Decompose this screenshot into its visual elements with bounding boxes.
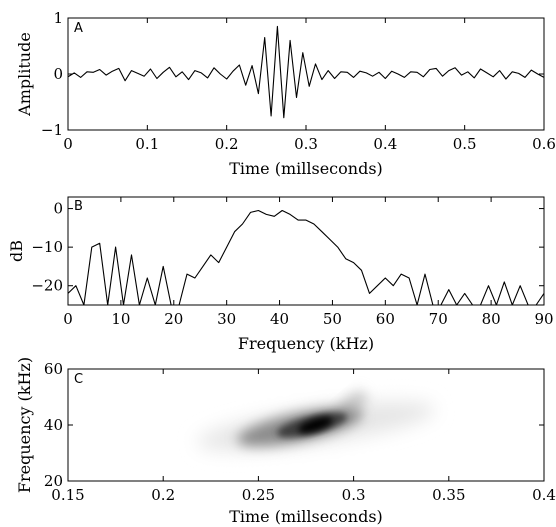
panel-b-ytick-label: 0 xyxy=(53,200,63,218)
panel-b-xtick-label: 70 xyxy=(429,310,448,328)
panel-a-xtick-label: 0.1 xyxy=(135,135,159,153)
panel-a: 0 0.1 0.2 0.3 0.4 0.5 0.6−101 A Time (millseco… xyxy=(15,9,556,178)
panel-b-xlabel: Frequency (kHz) xyxy=(238,334,374,353)
panel-a-ticks: 0 0.1 0.2 0.3 0.4 0.5 0.6−101 xyxy=(41,9,556,153)
panel-b-ytick-label: −20 xyxy=(31,277,63,295)
panel-a-ytick-label: −1 xyxy=(41,121,63,139)
panel-a-ytick-label: 0 xyxy=(53,65,63,83)
panel-c-xlabel: Time (millseconds) xyxy=(229,507,383,526)
panel-a-line xyxy=(68,25,544,119)
panel-b-xtick-label: 50 xyxy=(323,310,342,328)
panel-a-xtick-label: 0.3 xyxy=(294,135,318,153)
panel-a-xtick-label: 0.2 xyxy=(215,135,239,153)
panel-a-ylabel: Amplitude xyxy=(15,32,34,117)
panel-a-xtick-label: 0.5 xyxy=(453,135,477,153)
panel-b-letter: B xyxy=(74,199,83,214)
panel-a-frame xyxy=(67,17,545,131)
panel-b-frame xyxy=(67,196,545,306)
panel-b-line xyxy=(68,209,544,305)
panel-a-xtick-label: 0 xyxy=(63,135,73,153)
panel-b-ytick-label: −10 xyxy=(31,238,63,256)
panel-b-xtick-label: 80 xyxy=(482,310,501,328)
panel-c-heatmap xyxy=(68,369,544,481)
panel-c-xtick-label: 0.15 xyxy=(51,486,84,504)
panel-a-xlabel: Time (millseconds) xyxy=(229,159,383,178)
panel-c-ticks: 0.15 0.2 0.25 0.3 0.35 0.4 20 40 60 xyxy=(44,360,556,504)
panel-b-xtick-label: 20 xyxy=(164,310,183,328)
panel-b-series xyxy=(68,209,544,305)
panel-c-ytick-label: 40 xyxy=(44,416,63,434)
panel-c-xtick-label: 0.3 xyxy=(342,486,366,504)
panel-b: 0 10 20 30 40 50 60 70 80 90 −20 −10 0 B Frequency (… xyxy=(7,196,554,353)
panel-c: 0.15 0.2 0.25 0.3 0.35 0.4 20 40 60 C Time (mill… xyxy=(15,357,556,526)
panel-a-series xyxy=(68,25,544,119)
panel-c-xtick-label: 0.35 xyxy=(432,486,465,504)
panel-b-xtick-label: 0 xyxy=(63,310,73,328)
panel-b-xtick-label: 40 xyxy=(270,310,289,328)
panel-a-xtick-label: 0.6 xyxy=(532,135,556,153)
panel-c-frame xyxy=(67,368,545,482)
panel-b-ylabel: dB xyxy=(7,240,26,262)
panel-a-xtick-label: 0.4 xyxy=(373,135,397,153)
panel-b-xtick-label: 60 xyxy=(376,310,395,328)
heatmap-peak xyxy=(298,417,333,433)
panel-c-ylabel: Frequency (kHz) xyxy=(15,357,34,493)
panel-c-ytick-label: 60 xyxy=(44,360,63,378)
panel-b-ticks: 0 10 20 30 40 50 60 70 80 90 −20 −10 0 xyxy=(31,197,554,328)
panel-c-xtick-label: 0.25 xyxy=(242,486,275,504)
panel-b-xtick-label: 10 xyxy=(111,310,130,328)
panel-a-letter: A xyxy=(74,21,83,36)
panel-b-xtick-label: 90 xyxy=(534,310,553,328)
panel-c-ytick-label: 20 xyxy=(44,472,63,490)
panel-c-letter: C xyxy=(74,372,83,387)
panel-c-xtick-label: 0.2 xyxy=(151,486,175,504)
panel-c-xtick-label: 0.4 xyxy=(532,486,556,504)
panel-a-ytick-label: 1 xyxy=(53,9,63,27)
panel-b-xtick-label: 30 xyxy=(217,310,236,328)
